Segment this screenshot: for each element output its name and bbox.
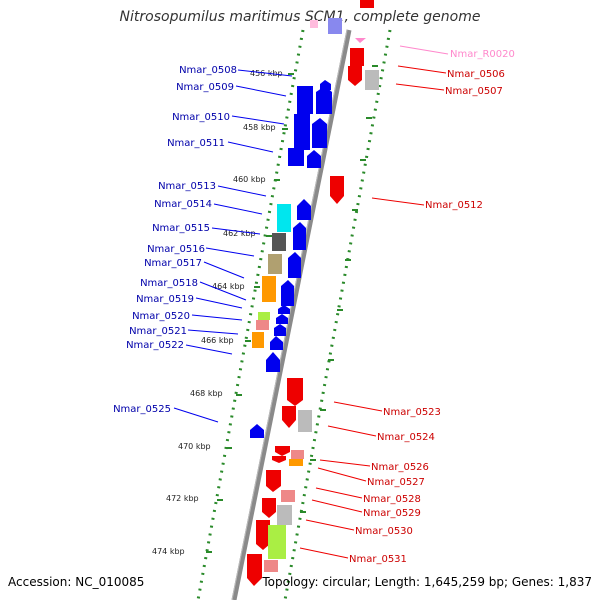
- gene-arrow: [262, 498, 276, 518]
- left-gene-labels: Nmar_0508 Nmar_0509 Nmar_0510 Nmar_0511 …: [113, 65, 237, 415]
- gene-label: Nmar_0528: [363, 494, 421, 505]
- gene-arrow: [282, 406, 296, 428]
- gene-label: Nmar_0511: [167, 138, 225, 149]
- scale-label: 460 kbp: [233, 175, 266, 184]
- gene-label: Nmar_0508: [179, 65, 237, 76]
- scale-label: 470 kbp: [178, 442, 211, 451]
- gene-block: [360, 0, 374, 8]
- forward-strand-genes: [250, 80, 332, 438]
- gene-arrow: [256, 520, 270, 550]
- gene-label: Nmar_0513: [158, 181, 216, 192]
- gene-arrow: [274, 324, 286, 336]
- gene-arrow: [330, 176, 344, 204]
- gene-block: [328, 18, 342, 34]
- gene-arrow: [310, 20, 318, 28]
- gene-block: [294, 114, 310, 150]
- gene-arrow: [307, 150, 321, 168]
- gene-label: Nmar_0509: [176, 82, 234, 93]
- right-gene-labels: Nmar_R0020 Nmar_0506 Nmar_0507 Nmar_0512…: [349, 49, 515, 565]
- gene-arrow: [272, 456, 286, 463]
- gene-arrow: [266, 470, 281, 492]
- gene-block: [298, 410, 312, 432]
- gene-block: [291, 450, 304, 459]
- gene-arrow: [287, 378, 303, 406]
- gene-label: Nmar_0510: [172, 112, 230, 123]
- accession-label: Accession: NC_010085: [8, 575, 145, 589]
- gene-block: [264, 560, 278, 572]
- gene-arrow: [250, 424, 264, 438]
- gene-label: Nmar_0530: [355, 526, 413, 537]
- gene-block: [262, 276, 276, 302]
- gene-label: Nmar_0526: [371, 462, 429, 473]
- gene-arrow: [281, 280, 294, 306]
- genome-summary: Topology: circular; Length: 1,645,259 bp…: [262, 575, 592, 589]
- genome-title: Nitrosopumilus maritimus SCM1, complete …: [119, 9, 481, 25]
- gene-label: Nmar_0507: [445, 86, 503, 97]
- scale-label: 474 kbp: [152, 547, 185, 556]
- gene-block: [256, 320, 269, 330]
- gene-label: Nmar_0531: [349, 554, 407, 565]
- gene-arrow: [247, 554, 262, 586]
- gene-block: [365, 70, 379, 90]
- gene-block: [350, 48, 364, 66]
- gene-block: [258, 312, 270, 320]
- gene-label: Nmar_0506: [447, 69, 505, 80]
- scale-label: 468 kbp: [190, 389, 223, 398]
- gene-block: [277, 505, 292, 525]
- gene-block: [268, 254, 282, 274]
- gene-label: Nmar_0518: [140, 278, 198, 289]
- gene-label: Nmar_0520: [132, 311, 190, 322]
- gene-label: Nmar_0515: [152, 223, 210, 234]
- gene-arrow: [276, 314, 288, 324]
- gene-arrow: [312, 118, 327, 148]
- scale-ticks: [206, 65, 378, 553]
- outer-dotted-track: [196, 29, 305, 600]
- reverse-strand-genes: [247, 0, 379, 586]
- gene-block: [281, 490, 295, 502]
- gene-label: Nmar_0522: [126, 340, 184, 351]
- scale-label: 462 kbp: [223, 229, 256, 238]
- scale-label: 466 kbp: [201, 336, 234, 345]
- gene-arrow: [278, 305, 290, 314]
- gene-block: [252, 332, 264, 348]
- scale-label: 464 kbp: [212, 282, 245, 291]
- gene-block: [268, 525, 286, 559]
- right-leader-lines: [299, 45, 449, 559]
- gene-label: Nmar_R0020: [450, 49, 515, 60]
- gene-arrow: [266, 352, 280, 372]
- genome-backbone-highlight: [231, 29, 348, 600]
- gene-label: Nmar_0521: [129, 326, 187, 337]
- gene-block: [297, 86, 313, 114]
- gene-block: [272, 233, 286, 251]
- gene-label: Nmar_0529: [363, 508, 421, 519]
- gene-label: Nmar_0524: [377, 432, 435, 443]
- gene-block: [288, 148, 304, 166]
- scale-label: 472 kbp: [166, 494, 199, 503]
- gene-arrow: [293, 222, 306, 250]
- gene-arrow: [348, 66, 362, 86]
- inner-dotted-track: [283, 29, 392, 600]
- gene-arrow: [297, 199, 311, 220]
- gene-label: Nmar_0517: [144, 258, 202, 269]
- gene-label: Nmar_0527: [367, 477, 425, 488]
- gene-arrow: [316, 86, 332, 114]
- gene-label: Nmar_0514: [154, 199, 212, 210]
- gene-label: Nmar_0519: [136, 294, 194, 305]
- gene-label: Nmar_0523: [383, 407, 441, 418]
- gene-arrow: [320, 80, 331, 90]
- scale-label: 458 kbp: [243, 123, 276, 132]
- gene-block: [289, 459, 303, 466]
- left-leader-lines: [173, 69, 293, 423]
- gene-block: [277, 204, 291, 232]
- gene-label: Nmar_0512: [425, 200, 483, 211]
- gene-label: Nmar_0525: [113, 404, 171, 415]
- gene-arrow: [275, 446, 290, 456]
- gene-label: Nmar_0516: [147, 244, 205, 255]
- gene-arrow: [355, 38, 366, 43]
- gene-arrow: [270, 336, 283, 350]
- genome-backbone: [231, 29, 352, 600]
- gene-arrow: [288, 252, 301, 278]
